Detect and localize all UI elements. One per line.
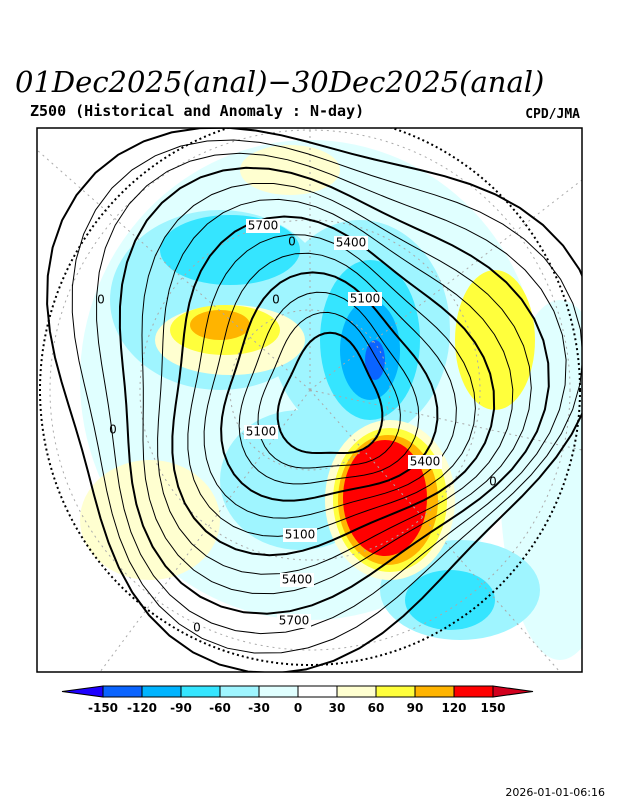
contour xyxy=(257,311,401,469)
contour xyxy=(171,215,496,557)
colorbar-box xyxy=(453,685,494,698)
zero-label: 0 xyxy=(489,475,497,489)
timestamp: 2026-01-01-06:16 xyxy=(505,786,605,799)
colorbar-box xyxy=(414,685,455,698)
contour xyxy=(187,234,476,537)
label-bg xyxy=(280,573,314,587)
colorbar: -150 -120 -90 -60 -30 0 30 60 90 120 150 xyxy=(61,685,534,715)
contour-label: 5100 xyxy=(246,425,277,439)
map-frame xyxy=(36,127,583,673)
colorbar-box xyxy=(336,685,377,698)
contour xyxy=(238,291,420,485)
colorbar-tick: -90 xyxy=(170,701,192,715)
colorbar-box xyxy=(102,685,143,698)
colorbar-tick: 30 xyxy=(329,701,346,715)
contour xyxy=(71,139,582,654)
contour xyxy=(118,166,550,615)
contour-label: 5400 xyxy=(336,236,367,250)
colorbar-box xyxy=(219,685,260,698)
colorbar-tick: -150 xyxy=(88,701,118,715)
label-bg xyxy=(277,614,311,628)
contour-label: 5700 xyxy=(279,614,310,628)
colorbar-box xyxy=(375,685,416,698)
colorbar-tick: 120 xyxy=(441,701,466,715)
zero-label: 0 xyxy=(288,235,296,249)
colorbar-box xyxy=(141,685,182,698)
zero-label: 0 xyxy=(109,423,117,437)
subtitle: Z500 (Historical and Anomaly : N-day) xyxy=(30,102,364,120)
colorbar-tick: -30 xyxy=(248,701,270,715)
zero-label: 0 xyxy=(193,621,201,635)
colorbar-tick: -120 xyxy=(127,701,157,715)
contour-label: 5100 xyxy=(285,528,316,542)
colorbar-low xyxy=(61,685,104,698)
credit: CPD/JMA xyxy=(525,107,580,122)
contour-label: 5100 xyxy=(350,292,381,306)
label-bg xyxy=(246,219,280,233)
label-bg xyxy=(334,236,368,250)
zero-label: 0 xyxy=(97,293,105,307)
label-bg xyxy=(283,528,317,542)
colorbar-tick: 90 xyxy=(407,701,424,715)
contour xyxy=(276,331,384,454)
label-bg xyxy=(408,455,442,469)
colorbar-box xyxy=(180,685,221,698)
contour xyxy=(96,152,567,635)
contour xyxy=(46,128,582,672)
title: 01Dec2025(anal)−30Dec2025(anal) xyxy=(15,65,544,99)
colorbar-tick: 0 xyxy=(294,701,302,715)
colorbar-high xyxy=(492,685,534,698)
colorbar-box xyxy=(297,685,338,698)
colorbar-tick: -60 xyxy=(209,701,231,715)
contour xyxy=(157,198,514,575)
label-bg xyxy=(244,425,278,439)
contour-label: 5400 xyxy=(282,573,313,587)
contour-label: 5400 xyxy=(410,455,441,469)
map xyxy=(37,128,582,672)
colorbar-tick: 150 xyxy=(480,701,505,715)
colorbar-tick: 60 xyxy=(368,701,385,715)
contour-label: 5700 xyxy=(248,219,279,233)
label-bg xyxy=(348,292,382,306)
zero-label: 0 xyxy=(272,293,280,307)
colorbar-box xyxy=(258,685,299,698)
contour xyxy=(141,183,532,595)
